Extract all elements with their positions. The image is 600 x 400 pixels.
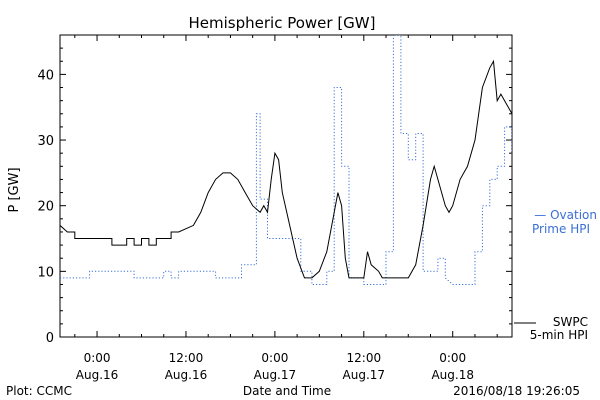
x-axis: 0:00 Aug.16 12:00 Aug.16 0:00 Aug.17 12:00 Aug.…	[74, 35, 498, 382]
y-tick-label: 20	[37, 200, 54, 215]
x-tick-time: 0:00	[261, 351, 288, 365]
swpc-hpi-line	[60, 59, 512, 279]
x-tick-time: 12:00	[169, 351, 204, 365]
legend-swpc-line1: SWPC	[553, 315, 588, 329]
x-tick-time: 12:00	[347, 351, 382, 365]
y-axis-label: P [GW]	[7, 167, 22, 212]
y-tick-label: 0	[46, 331, 54, 346]
y-tick-label: 30	[37, 134, 54, 149]
x-tick-date: Aug.18	[431, 368, 474, 382]
plot-frame	[59, 34, 513, 338]
x-tick-date: Aug.16	[165, 368, 208, 382]
legend-ovation-line2: Prime HPI	[532, 222, 590, 236]
plot-credit: Plot: CCMC	[6, 384, 72, 398]
x-tick-date: Aug.17	[343, 368, 386, 382]
x-tick-time: 0:00	[84, 351, 111, 365]
x-tick-date: Aug.17	[254, 368, 297, 382]
plot-timestamp: 2016/08/18 19:26:05	[453, 384, 580, 398]
chart-title: Hemispheric Power [GW]	[189, 14, 376, 32]
legend-ovation-line1: — Ovation	[534, 208, 597, 222]
y-tick-label: 40	[37, 68, 54, 83]
series-layer	[60, 35, 512, 285]
y-axis: 0 10 20 30 40	[37, 34, 512, 346]
ovation-hpi-line	[60, 35, 512, 285]
x-axis-label: Date and Time	[243, 384, 331, 398]
y-tick-label: 10	[37, 265, 54, 280]
x-tick-time: 0:00	[439, 351, 466, 365]
x-tick-date: Aug.16	[76, 368, 119, 382]
legend-swpc-line2: 5-min HPI	[530, 328, 588, 342]
